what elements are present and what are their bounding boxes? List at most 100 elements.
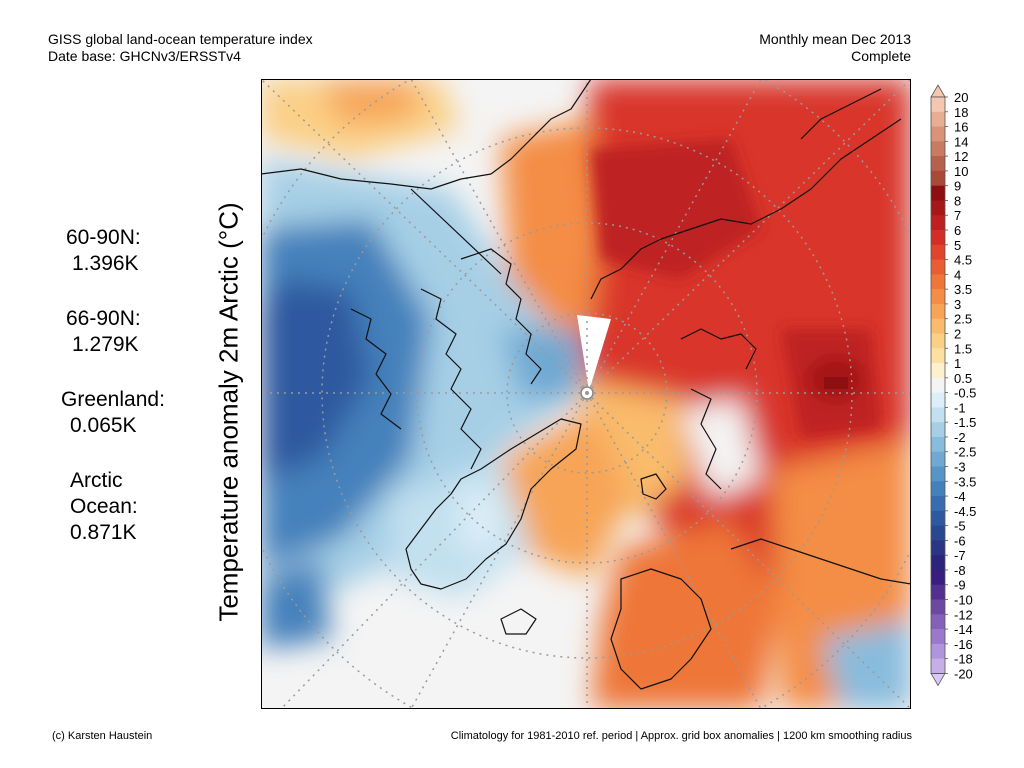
colorbar-label: 8 — [954, 193, 961, 208]
coast-kara — [680, 328, 757, 370]
colorbar-label: -5 — [954, 519, 966, 534]
map-title: GISS global land-ocean temperature index — [48, 31, 313, 47]
colorbar-label: 5 — [954, 238, 961, 253]
stat-value-arctic-ocean: 0.871K — [70, 521, 137, 544]
colorbar-segment — [931, 614, 945, 630]
colorbar-segment — [931, 555, 945, 571]
colorbar-segment — [931, 496, 945, 512]
map-frame — [261, 79, 911, 709]
max-anomaly-cell — [824, 377, 848, 389]
colorbar-segment — [931, 111, 945, 127]
colorbar-segment — [931, 215, 945, 231]
colorbar-segment — [931, 451, 945, 467]
stat-region-greenland: Greenland: — [61, 388, 165, 411]
colorbar-segment — [931, 525, 945, 541]
colorbar-label: 6 — [954, 223, 961, 238]
coast-canada-north — [460, 248, 542, 385]
colorbar-label: 0.5 — [954, 371, 972, 386]
colorbar-label: -8 — [954, 563, 966, 578]
colorbar-label: 1.5 — [954, 341, 972, 356]
colorbar-segment — [931, 540, 945, 556]
colorbar-segment — [931, 569, 945, 586]
colorbar-top-arrow — [930, 84, 946, 98]
colorbar-segment — [931, 156, 945, 172]
colorbar-segment — [931, 274, 945, 290]
border-alaska-canada — [410, 188, 502, 275]
colorbar-segment — [931, 303, 945, 320]
stat-value-66-90n: 1.279K — [72, 333, 139, 356]
colorbar-label: -1.5 — [954, 415, 976, 430]
colorbar-segment — [931, 481, 945, 497]
colorbar-label: 10 — [954, 164, 968, 179]
stat-region-60-90n: 60-90N: — [66, 226, 141, 249]
period-label: Monthly mean Dec 2013 — [759, 31, 911, 47]
colorbar-label: -20 — [954, 666, 973, 681]
colorbar-segment — [931, 436, 945, 453]
coast-greenland — [405, 418, 582, 590]
colorbar-label: 4 — [954, 267, 961, 282]
coast-chukotka — [490, 79, 592, 175]
colorbar-label: 18 — [954, 105, 968, 120]
coast-iceland — [500, 608, 537, 635]
colorbar: 201816141210987654.543.532.521.510.5-0.5… — [930, 84, 976, 687]
colorbar-label: 3.5 — [954, 282, 972, 297]
colorbar-label: -18 — [954, 652, 973, 667]
colorbar-segment — [931, 230, 945, 246]
colorbar-label: -16 — [954, 637, 973, 652]
colorbar-segment — [931, 244, 945, 260]
stat-region-arctic: Arctic — [70, 469, 123, 492]
colorbar-segment — [931, 643, 945, 660]
coast-arctic-islands — [420, 288, 482, 470]
coast-siberia — [590, 118, 902, 300]
colorbar-frame — [930, 96, 946, 674]
colorbar-label: 16 — [954, 120, 968, 135]
method-note: Climatology for 1981-2010 ref. period | … — [450, 730, 912, 742]
coastlines — [261, 79, 911, 690]
y-axis-label: Temperature anomaly 2m Arctic (°C) — [213, 202, 244, 622]
colorbar-segment — [931, 584, 945, 600]
colorbar-label: -10 — [954, 593, 973, 608]
credit-text: (c) Karsten Haustein — [52, 730, 153, 742]
coast-scandinavia — [610, 568, 712, 690]
stat-region-66-90n: 66-90N: — [66, 307, 141, 330]
arctic-anomaly-map — [261, 79, 911, 709]
colorbar-segment — [931, 289, 945, 305]
colorbar-label: -14 — [954, 622, 973, 637]
colorbar-label: -3.5 — [954, 474, 976, 489]
coast-russia-north — [730, 538, 911, 585]
stat-value-60-90n: 1.396K — [72, 252, 139, 275]
colorbar-label: 9 — [954, 179, 961, 194]
colorbar-label: 1 — [954, 356, 961, 371]
colorbar-segment — [931, 422, 945, 438]
colorbar-label: -3 — [954, 460, 966, 475]
colorbar-segment — [931, 348, 945, 364]
colorbar-label: 20 — [954, 90, 968, 105]
colorbar-label: 2.5 — [954, 312, 972, 327]
colorbar-label: -6 — [954, 533, 966, 548]
completeness-label: Complete — [851, 48, 911, 64]
colorbar-label: 7 — [954, 208, 961, 223]
coast-alaska — [261, 168, 492, 190]
coast-east-siberia — [800, 88, 882, 140]
colorbar-segment — [931, 658, 945, 674]
colorbar-label: -2.5 — [954, 445, 976, 460]
colorbar-segment — [931, 200, 945, 216]
colorbar-segment — [931, 97, 945, 113]
colorbar-label: -9 — [954, 578, 966, 593]
colorbar-segment — [931, 170, 945, 187]
colorbar-segment — [931, 259, 945, 275]
colorbar-label: 2 — [954, 326, 961, 341]
colorbar-segment — [931, 377, 945, 393]
colorbar-segment — [931, 185, 945, 201]
colorbar-label: 14 — [954, 134, 968, 149]
colorbar-segment — [931, 599, 945, 615]
colorbar-segment — [931, 466, 945, 482]
colorbar-label: -0.5 — [954, 386, 976, 401]
colorbar-segment — [931, 141, 945, 157]
colorbar-segment — [931, 629, 945, 645]
colorbar-label: -1 — [954, 400, 966, 415]
stat-value-greenland: 0.065K — [70, 414, 137, 437]
coast-novaya-zemlya — [690, 388, 722, 490]
colorbar-label: -7 — [954, 548, 966, 563]
colorbar-bottom-arrow — [930, 673, 946, 687]
